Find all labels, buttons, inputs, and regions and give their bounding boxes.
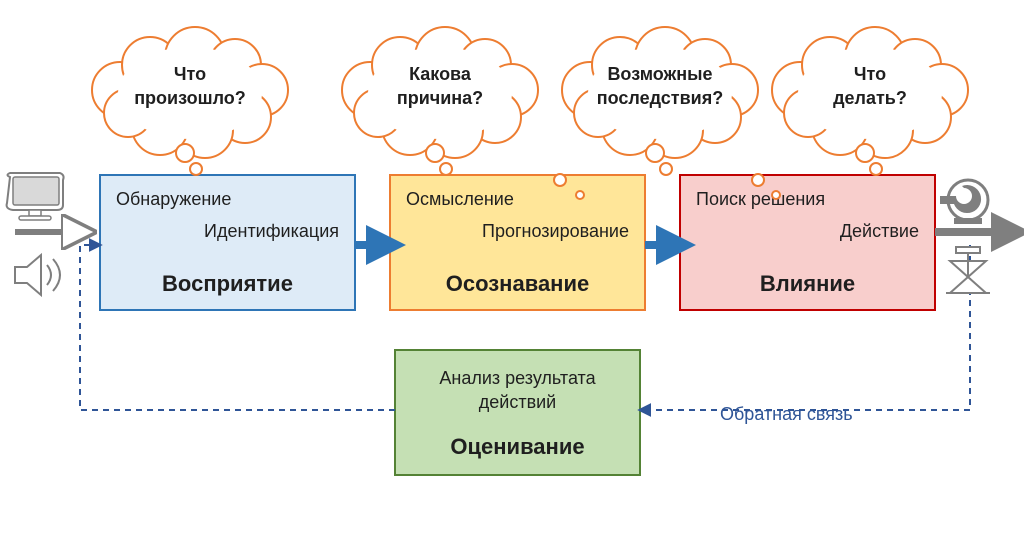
box-line2: Действие: [840, 221, 919, 241]
cloud-text-line2: произошло?: [134, 88, 246, 108]
cloud-text-line1: Что: [854, 64, 886, 84]
thought-tail-dot: [554, 174, 566, 186]
stage-box-influence: Поиск решения Действие Влияние: [680, 175, 935, 310]
thought-cloud: Возможные последствия?: [562, 27, 758, 175]
eval-line2: действий: [479, 392, 556, 412]
thought-tail-dot: [772, 191, 780, 199]
cloud-text-line1: Какова: [409, 64, 472, 84]
box-line2: Прогнозирование: [482, 221, 629, 241]
box-title: Осознавание: [446, 271, 589, 296]
thought-cloud: Что делать?: [772, 27, 968, 175]
eval-title: Оценивание: [450, 434, 584, 459]
box-line2: Идентификация: [204, 221, 339, 241]
box-title: Влияние: [760, 271, 855, 296]
stage-box-perception: Обнаружение Идентификация Восприятие: [100, 175, 355, 310]
diagram-canvas: Обнаружение Идентификация Восприятие Осмысл…: [0, 0, 1024, 549]
pump-icon: [940, 180, 988, 224]
box-title: Восприятие: [162, 271, 293, 296]
cloud-text-line2: последствия?: [597, 88, 724, 108]
valve-icon: [946, 247, 990, 293]
monitor-icon: [7, 173, 64, 220]
box-line1: Обнаружение: [116, 189, 231, 209]
speaker-icon: [15, 255, 60, 295]
cloud-text-line1: Что: [174, 64, 206, 84]
evaluation-box: Анализ результата действий Оценивание: [395, 350, 640, 475]
thought-tail-dot: [752, 174, 764, 186]
eval-line1: Анализ результата: [439, 368, 596, 388]
cloud-text-line2: причина?: [397, 88, 483, 108]
cloud-text-line2: делать?: [833, 88, 907, 108]
thought-cloud: Какова причина?: [342, 27, 538, 175]
cloud-text-line1: Возможные: [607, 64, 712, 84]
box-line1: Осмысление: [406, 189, 514, 209]
thought-cloud: Что произошло?: [92, 27, 288, 175]
stage-box-awareness: Осмысление Прогнозирование Осознавание: [390, 175, 645, 310]
thought-tail-dot: [576, 191, 584, 199]
box-line1: Поиск решения: [696, 189, 825, 209]
feedback-label: Обратная связь: [720, 404, 853, 424]
